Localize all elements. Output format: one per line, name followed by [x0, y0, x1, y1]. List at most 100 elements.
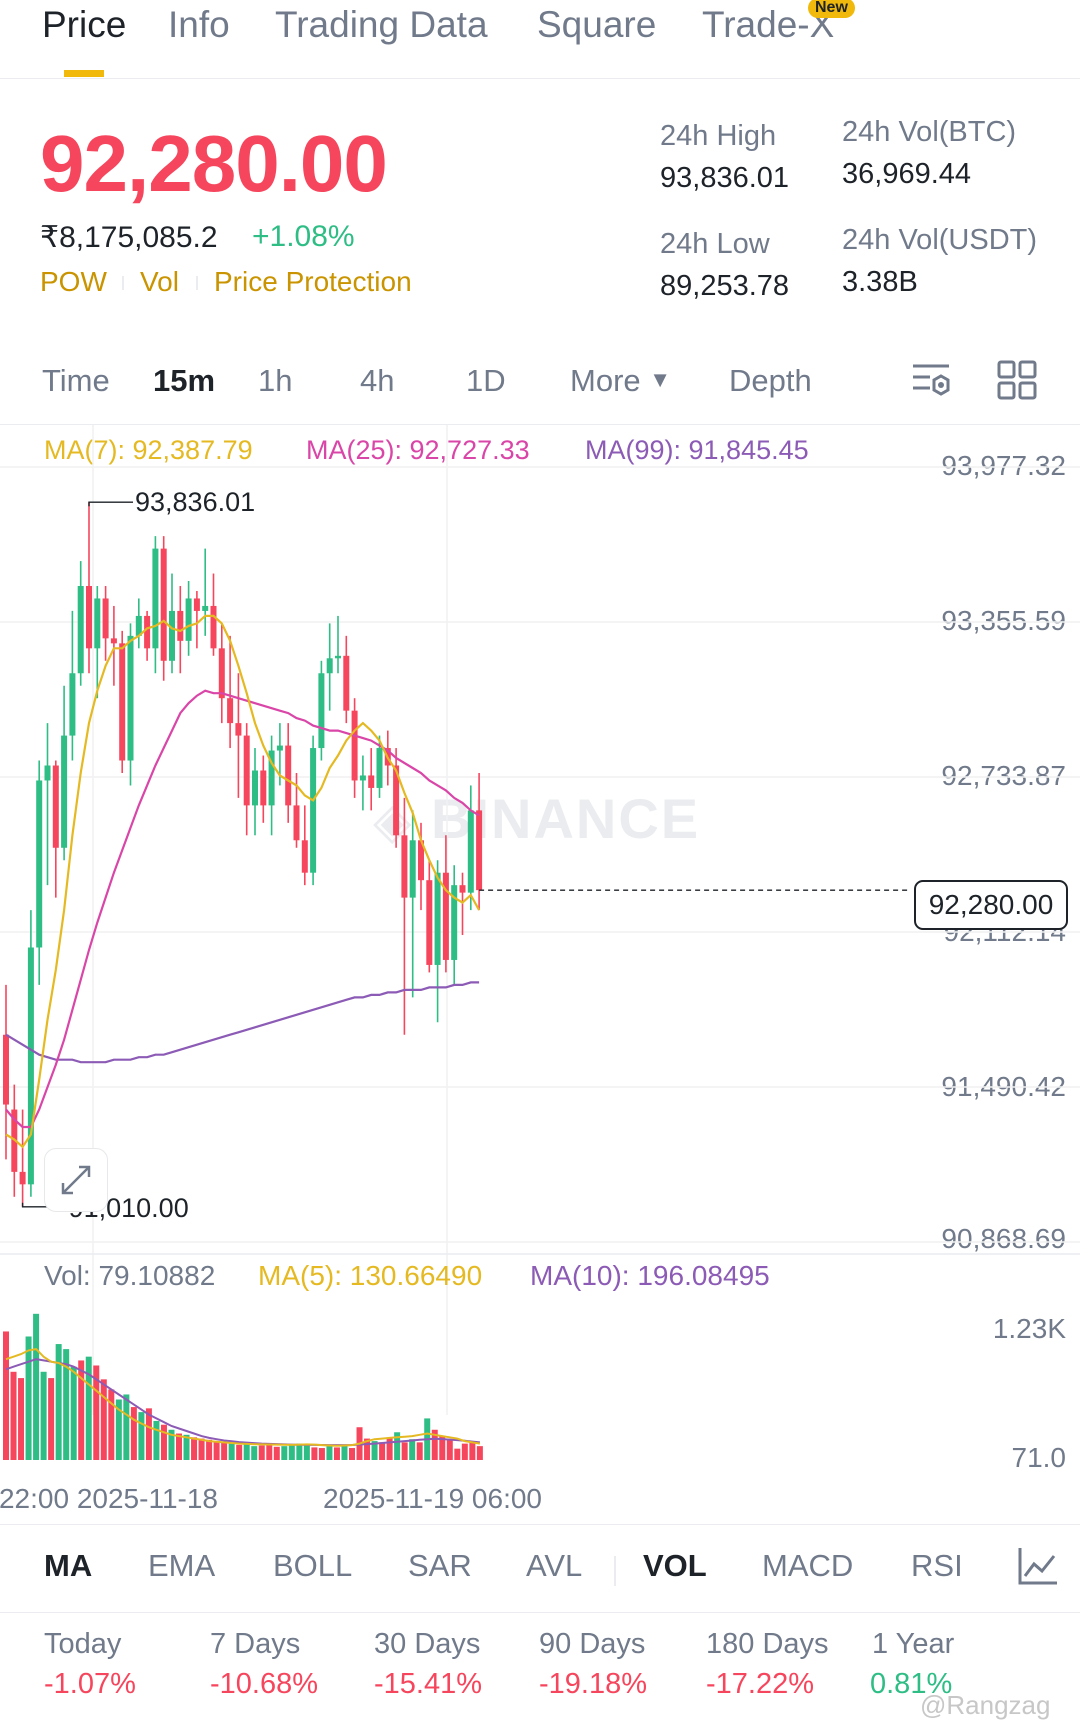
candle-body: [202, 605, 209, 611]
candle-body: [467, 810, 474, 893]
tag-price-protection[interactable]: Price Protection: [214, 266, 412, 297]
interval-depth[interactable]: Depth: [729, 363, 812, 398]
candle-body: [77, 585, 84, 674]
candle-body: [227, 698, 234, 724]
vol-ma5-legend: MA(5): 130.66490: [258, 1260, 483, 1291]
tab-info[interactable]: Info: [168, 4, 230, 45]
volume-bar: [138, 1412, 145, 1460]
volume-bar: [266, 1444, 273, 1460]
perf-value-7d: -10.68%: [210, 1668, 319, 1700]
tag-divider: [122, 276, 124, 290]
indicator-avl[interactable]: AVL: [526, 1548, 583, 1583]
indicator-vol[interactable]: VOL: [643, 1548, 707, 1583]
candle-body: [401, 835, 408, 898]
ma99-legend: MA(99): 91,845.45: [585, 435, 809, 465]
volume-bar: [349, 1448, 356, 1460]
high-24h-value: 93,836.01: [660, 162, 790, 194]
tab-trading-data[interactable]: Trading Data: [275, 4, 488, 45]
ma25-line: [5, 689, 480, 1129]
volume-bar: [251, 1446, 258, 1460]
vol-usdt-value: 3.38B: [842, 266, 918, 298]
candle-body: [102, 598, 109, 639]
indicator-ema[interactable]: EMA: [148, 1548, 216, 1583]
vol-axis-label: 1.23K: [992, 1313, 1066, 1344]
candle-body: [376, 748, 383, 788]
volume-bar: [33, 1313, 40, 1460]
interval-time[interactable]: Time: [42, 363, 110, 398]
interval-1h[interactable]: 1h: [258, 363, 293, 398]
volume-bar: [221, 1442, 228, 1460]
volume-bar: [55, 1344, 62, 1460]
grid-layout-icon[interactable]: [997, 360, 1037, 400]
price-axis-label: 93,355.59: [941, 605, 1066, 636]
price-axis-label: 90,868.69: [941, 1223, 1066, 1254]
watermark-text: BINANCE: [431, 787, 701, 850]
volume-bar: [446, 1439, 453, 1460]
indicator-ma[interactable]: MA: [44, 1548, 93, 1583]
volume-bar: [115, 1399, 122, 1460]
performance-divider: [0, 1612, 1080, 1613]
ma7-legend: MA(7): 92,387.79: [44, 435, 253, 465]
candle-body: [335, 655, 341, 659]
expand-icon: [61, 1165, 91, 1195]
ma25-legend: MA(25): 92,727.33: [306, 435, 530, 465]
watermark-credit: @Rangzag: [920, 1690, 1051, 1720]
candle-body: [152, 548, 159, 649]
candle-body: [135, 615, 142, 636]
indicator-boll[interactable]: BOLL: [273, 1548, 353, 1583]
candle-body: [52, 765, 59, 848]
current-price-label: 92,280.00: [914, 880, 1068, 930]
volume-bar: [371, 1441, 378, 1460]
price-axis-label: 93,977.32: [941, 450, 1066, 481]
volume-bar: [25, 1336, 32, 1460]
interval-more[interactable]: More ▼: [570, 363, 671, 399]
volume-bar: [311, 1447, 318, 1460]
volume-bar: [100, 1379, 107, 1460]
indicator-rsi[interactable]: RSI: [911, 1548, 963, 1583]
tag-vol[interactable]: Vol: [140, 266, 179, 297]
ma7-line: [5, 614, 481, 1149]
high-marker-line: [88, 501, 133, 507]
indicator-divider: [0, 1524, 1080, 1525]
indicator-macd[interactable]: MACD: [762, 1548, 854, 1583]
volume-bar: [394, 1432, 401, 1460]
candle-body: [393, 765, 400, 836]
volume-bar: [206, 1439, 213, 1460]
tab-square[interactable]: Square: [537, 4, 657, 45]
candle-body: [268, 750, 275, 806]
interval-1d[interactable]: 1D: [466, 363, 506, 398]
vol-ma5-line: [5, 1348, 481, 1447]
candle-body: [127, 635, 134, 761]
chart-settings-icon[interactable]: [910, 360, 952, 400]
volume-bar: [386, 1437, 393, 1460]
volume-bar: [70, 1366, 77, 1460]
high-24h-label: 24h High: [660, 120, 777, 152]
candle-body: [110, 638, 117, 644]
high-marker-label: 93,836.01: [135, 487, 255, 517]
volume-bar: [108, 1389, 115, 1460]
volume-bar: [78, 1360, 85, 1460]
volume-bar: [288, 1445, 295, 1460]
interval-15m[interactable]: 15m: [153, 363, 216, 398]
vol-btc-label: 24h Vol(BTC): [842, 116, 1017, 148]
interval-4h[interactable]: 4h: [360, 363, 395, 398]
volume-bar: [379, 1442, 386, 1460]
tab-price[interactable]: Price: [42, 4, 127, 45]
candle-body: [160, 548, 167, 661]
vol-axis-label: 71.0: [1011, 1442, 1067, 1473]
volume-bar: [145, 1408, 152, 1460]
last-price: 92,280.00: [40, 119, 388, 208]
interval-divider: [0, 424, 1080, 425]
tag-pow[interactable]: POW: [40, 266, 107, 297]
volume-bar: [40, 1371, 47, 1460]
volume-bar: [191, 1437, 198, 1460]
candle-body: [326, 658, 333, 674]
candle-body: [343, 655, 350, 711]
fullscreen-button[interactable]: [44, 1148, 108, 1212]
new-badge: New: [808, 0, 855, 18]
perf-value-90d: -19.18%: [539, 1668, 648, 1700]
indicator-settings-icon[interactable]: [1017, 1546, 1059, 1586]
indicator-sar[interactable]: SAR: [408, 1548, 472, 1583]
caret-down-icon: ▼: [649, 367, 672, 392]
